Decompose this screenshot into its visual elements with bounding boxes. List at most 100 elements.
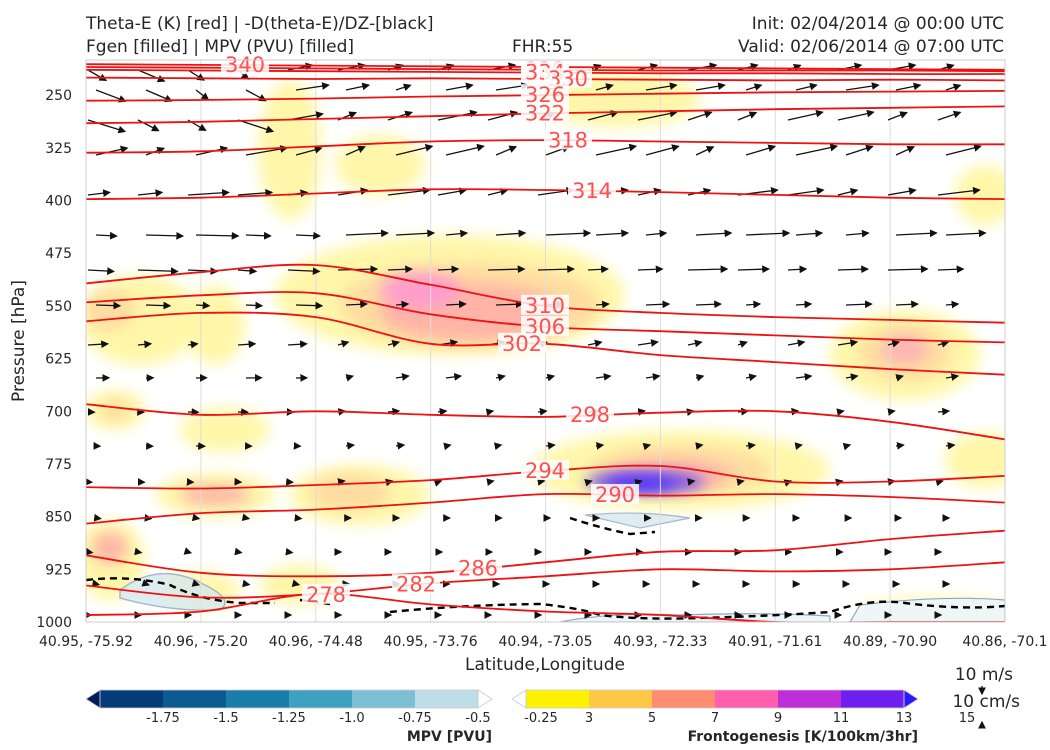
wind-vector <box>95 89 127 103</box>
wind-vector <box>595 143 638 156</box>
colorbar-segment <box>778 690 842 708</box>
wind-vector <box>295 82 330 91</box>
colorbar-segment <box>100 690 164 708</box>
wind-vector <box>687 339 703 348</box>
colorbar-tick-label: 11 <box>833 711 850 726</box>
wind-vector <box>842 442 852 451</box>
wind-vector <box>395 229 436 238</box>
theta-e-label: 322 <box>525 101 565 125</box>
colorbar-segment <box>226 690 290 708</box>
theta-e-label-bg <box>568 179 616 200</box>
theta-e-contour-314 <box>86 188 1005 200</box>
wind-vector <box>137 189 164 197</box>
wind-vector <box>937 340 950 348</box>
y-axis: 250 325 400 475 550 625 700 775 850 925 1000 <box>36 88 72 631</box>
stability-dashed-contour <box>569 516 656 536</box>
wind-vector <box>495 229 527 238</box>
wind-vector <box>695 373 705 382</box>
wind-vector <box>637 339 659 347</box>
colorbar-tick-label: 5 <box>648 711 656 726</box>
y-tick-label: 1000 <box>36 615 72 631</box>
theta-e-contour-290 <box>86 492 1005 525</box>
colorbar-tick-label: 3 <box>585 711 593 726</box>
wind-vector <box>895 441 905 450</box>
wind-vector <box>183 547 193 555</box>
wind-vector <box>745 373 757 382</box>
wind-vector <box>887 111 908 121</box>
wind-vector <box>595 300 610 309</box>
wind-vector <box>437 265 460 274</box>
wind-vector <box>795 143 839 156</box>
wind-vector <box>287 340 308 349</box>
wind-vector <box>237 189 274 197</box>
fill-region <box>258 80 322 220</box>
colorbar-segment <box>352 690 416 708</box>
wind-vector <box>945 229 987 238</box>
wind-vector <box>895 374 904 382</box>
wind-vector <box>737 111 758 121</box>
title-line-2: Fgen [filled] | MPV (PVU) [filled] <box>86 37 355 57</box>
theta-e-label-bg <box>521 294 569 315</box>
wind-vector <box>935 478 944 487</box>
wind-vector <box>487 265 526 274</box>
wind-vector <box>345 300 368 309</box>
wind-vector <box>87 69 108 82</box>
theta-e-label-bg <box>392 573 440 594</box>
wind-vector <box>345 229 389 238</box>
colorbar-tick-label: 15 <box>959 711 976 726</box>
wind-vector <box>595 373 612 381</box>
wind-vector <box>787 109 824 121</box>
wind-vector <box>145 231 185 240</box>
wind-vector <box>86 547 94 556</box>
theta-e-contour-298 <box>86 403 1005 441</box>
wind-vector <box>795 82 818 91</box>
wind-vector <box>445 300 467 309</box>
colorbar-frame <box>99 689 479 709</box>
wind-vector <box>245 301 264 310</box>
plot-frame <box>85 59 1006 623</box>
wind-vector <box>395 373 410 381</box>
wind-vector <box>141 579 151 587</box>
wind-vector <box>443 442 452 451</box>
x-tick-label: 40.89, -70.90 <box>843 634 937 650</box>
wind-vector <box>745 144 777 156</box>
theta-e-label-bg <box>302 583 350 604</box>
colorbar-tick-label: -0.5 <box>465 711 490 726</box>
wind-vector <box>937 110 962 121</box>
wind-vector <box>545 229 592 238</box>
wind-vector <box>337 478 346 486</box>
wind-vector <box>642 442 652 451</box>
wind-vector <box>337 340 350 348</box>
mpv-colorbar: -1.75 -1.5 -1.25 -1.0 -0.75 -0.5 -0.25 <box>85 689 558 726</box>
wind-vector <box>295 301 324 310</box>
wind-vector <box>395 300 410 309</box>
wind-vector <box>745 83 763 91</box>
wind-vector <box>234 547 243 556</box>
wind-vector <box>837 109 875 121</box>
wind-vector <box>433 479 443 487</box>
fill-region <box>310 474 390 510</box>
mpv-colorbar-title: MPV [PVU] <box>407 729 492 745</box>
theta-e-label: 290 <box>595 483 635 507</box>
wind-vector <box>695 146 715 156</box>
fill-region <box>185 285 245 365</box>
wind-vector <box>637 408 646 416</box>
wind-vector <box>645 82 678 91</box>
wind-vector <box>645 229 668 238</box>
wind-vector <box>187 340 199 349</box>
wind-vector <box>945 300 960 309</box>
x-tick-label: 40.96, -75.20 <box>154 634 248 650</box>
theta-e-label-bg <box>454 557 502 578</box>
wind-vector <box>345 145 366 156</box>
wind-vector <box>195 301 211 310</box>
wind-vector <box>387 407 401 416</box>
wind-vector <box>745 441 756 450</box>
wind-vector <box>437 407 448 416</box>
wind-vector <box>87 189 111 198</box>
colorbar-segment <box>715 690 779 708</box>
fill-region <box>86 290 135 330</box>
x-axis: 40.95, -75.92 40.96, -75.20 40.96, -74.48 4… <box>39 634 1048 650</box>
fill-region <box>101 400 129 420</box>
wind-vector <box>245 145 289 156</box>
wind-vector <box>837 188 859 196</box>
